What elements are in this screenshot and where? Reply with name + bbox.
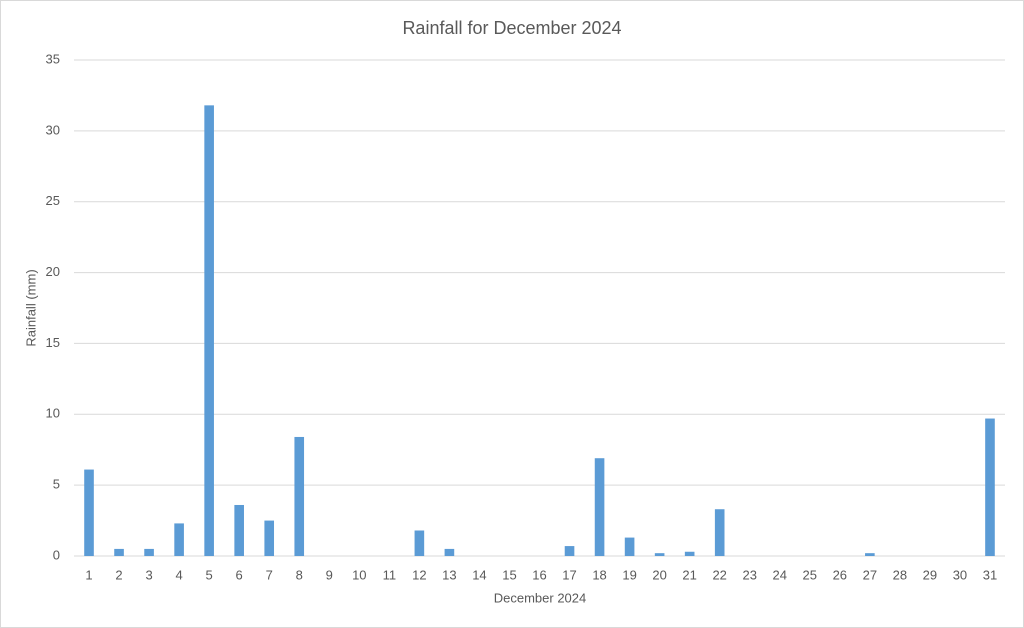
bar: [144, 548, 154, 556]
x-tick-label: 21: [682, 567, 696, 582]
x-tick-label: 24: [773, 567, 787, 582]
x-tick-label: 1: [85, 567, 92, 582]
y-tick-label: 30: [46, 122, 60, 137]
x-tick-label: 17: [562, 567, 576, 582]
x-tick-label: 22: [712, 567, 726, 582]
x-tick-label: 30: [953, 567, 967, 582]
x-tick-label: 4: [175, 567, 182, 582]
x-tick-label: 11: [383, 567, 397, 582]
bar: [264, 520, 275, 556]
bar: [174, 523, 184, 556]
x-tick-label: 31: [983, 567, 997, 582]
x-tick-label: 28: [893, 567, 907, 582]
y-tick-label: 35: [46, 51, 60, 66]
chart-title: Rainfall for December 2024: [402, 18, 621, 38]
y-tick-label: 0: [53, 547, 60, 562]
y-tick-label: 15: [46, 335, 60, 350]
bar: [204, 105, 214, 556]
x-tick-label: 16: [532, 567, 546, 582]
bar: [294, 436, 305, 556]
x-tick-label: 6: [236, 567, 243, 582]
x-tick-label: 10: [352, 567, 366, 582]
x-tick-label: 23: [742, 567, 756, 582]
y-tick-label: 25: [46, 193, 60, 208]
x-axis-label: December 2024: [494, 590, 587, 605]
bar: [84, 469, 94, 556]
x-tick-label: 29: [923, 567, 937, 582]
x-tick-label: 2: [115, 567, 122, 582]
bar: [865, 553, 875, 556]
x-tick-label: 13: [442, 567, 456, 582]
y-axis-label: Rainfall (mm): [23, 269, 38, 346]
x-tick-label: 7: [266, 567, 273, 582]
bar: [444, 548, 455, 556]
bar: [594, 458, 605, 556]
x-tick-label: 3: [145, 567, 152, 582]
x-tick-label: 5: [206, 567, 213, 582]
x-tick-label: 12: [412, 567, 426, 582]
x-tick-label: 18: [592, 567, 606, 582]
x-tick-label: 9: [326, 567, 333, 582]
bar: [985, 418, 995, 556]
bar: [234, 504, 244, 556]
bar: [654, 553, 665, 556]
y-tick-label: 10: [46, 406, 60, 421]
bar: [564, 546, 575, 556]
bar: [714, 509, 725, 556]
x-tick-label: 8: [296, 567, 303, 582]
bar: [414, 530, 425, 556]
x-tick-label: 15: [502, 567, 516, 582]
y-tick-label: 20: [46, 264, 60, 279]
x-tick-label: 25: [803, 567, 817, 582]
x-tick-label: 14: [472, 567, 486, 582]
x-tick-label: 20: [652, 567, 666, 582]
y-tick-label: 5: [53, 477, 60, 492]
x-tick-label: 27: [863, 567, 877, 582]
x-tick-label: 19: [622, 567, 636, 582]
bar: [624, 537, 635, 556]
x-tick-label: 26: [833, 567, 847, 582]
bar: [684, 551, 695, 556]
bar: [114, 548, 124, 556]
